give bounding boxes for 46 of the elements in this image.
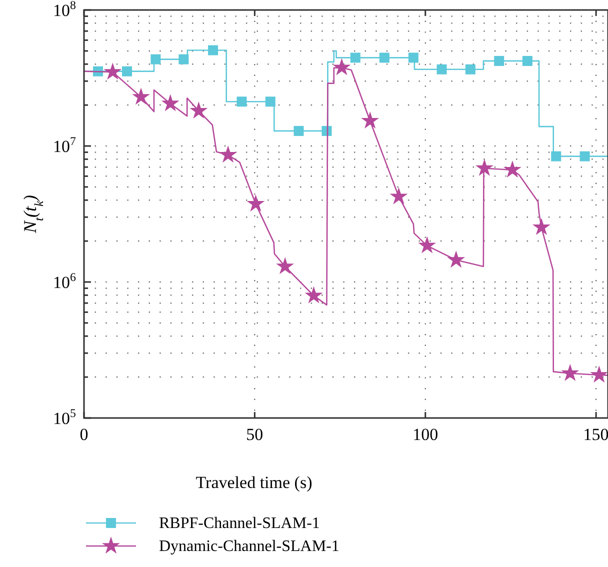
point (322, 126, 332, 136)
legend-label: Dynamic-Channel-SLAM-1 (159, 538, 340, 555)
x-tick-label: 150 (583, 425, 608, 444)
point (132, 88, 150, 105)
point (436, 64, 447, 74)
point (551, 151, 562, 162)
point (447, 250, 466, 268)
point (418, 236, 436, 254)
point (475, 158, 494, 176)
point (294, 126, 304, 136)
point (104, 62, 122, 80)
point (590, 366, 608, 383)
point (465, 64, 476, 74)
point (494, 56, 504, 66)
legend-label: RBPF-Channel-SLAM-1 (159, 515, 320, 532)
x-tick-label: 50 (246, 425, 264, 444)
point (150, 54, 161, 64)
point (522, 56, 532, 66)
point (379, 52, 390, 63)
point (408, 52, 418, 63)
point (350, 52, 360, 63)
y-tick-label: 10$^{7}$ (53, 134, 76, 156)
x-axis-title: Traveled time (s) (196, 473, 312, 492)
point (265, 96, 276, 107)
point (208, 45, 218, 56)
point (361, 111, 380, 129)
point (246, 194, 265, 212)
point (190, 102, 208, 119)
point (503, 160, 522, 178)
point (532, 218, 550, 236)
point (332, 58, 351, 76)
point (122, 66, 132, 76)
point (178, 54, 189, 64)
x-tick-label: 100 (412, 425, 438, 444)
point (276, 257, 294, 274)
y-tick-label: 10$^{5}$ (53, 406, 76, 428)
point (390, 187, 408, 204)
y-tick-label: 10$^{6}$ (53, 270, 76, 292)
point (304, 286, 323, 304)
y-tick-label: 10$^{8}$ (53, 0, 76, 20)
point (219, 146, 238, 163)
point (161, 94, 180, 112)
point (580, 151, 590, 162)
x-tick-label: 0 (80, 425, 88, 444)
point (561, 364, 580, 381)
point (236, 96, 247, 107)
